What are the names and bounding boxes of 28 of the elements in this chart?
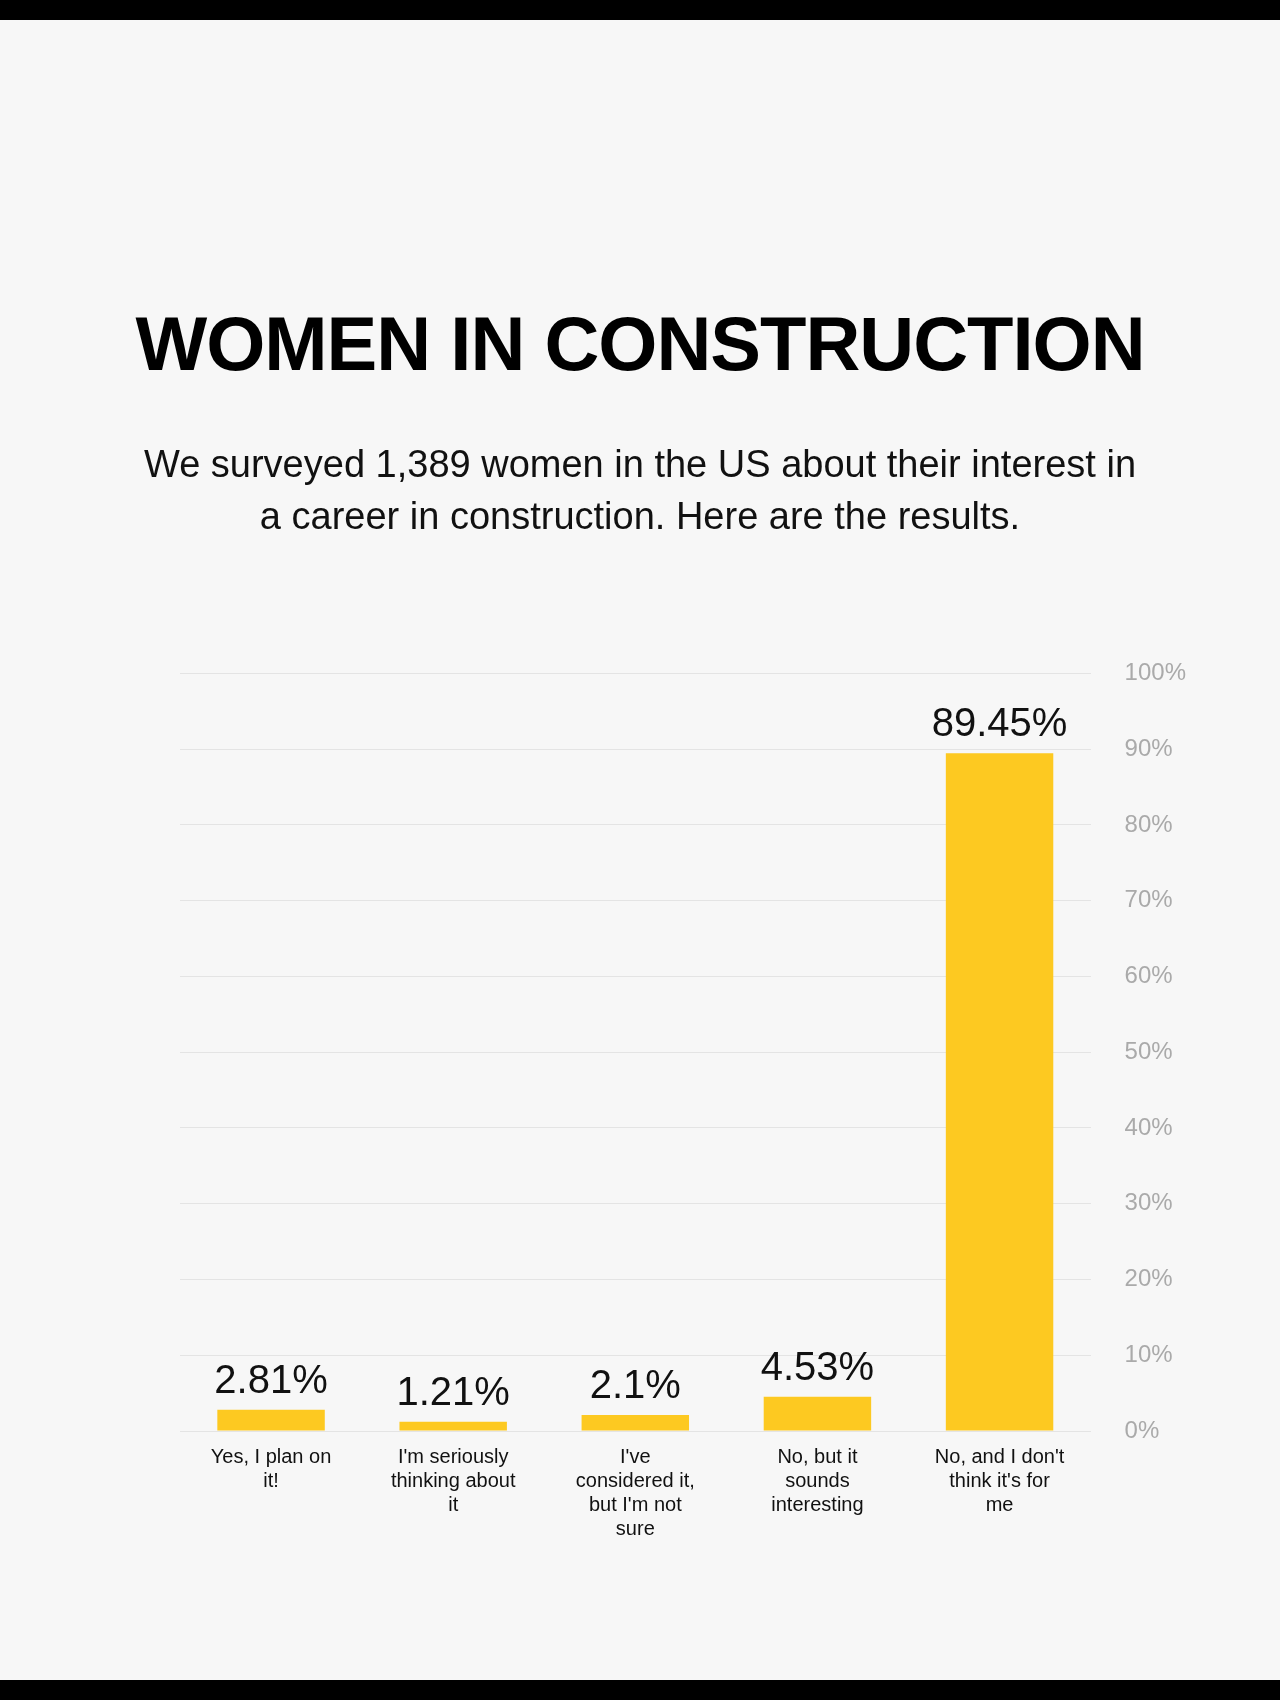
x-tick-label: I'm seriously thinking about it <box>390 1444 516 1515</box>
bar <box>763 1396 872 1431</box>
data-label: 89.45% <box>931 700 1068 745</box>
bar <box>217 1409 325 1431</box>
data-label: 2.1% <box>589 1362 681 1407</box>
bar <box>945 753 1054 1431</box>
y-tick-label: 10% <box>1124 1339 1173 1367</box>
data-label: 1.21% <box>396 1368 510 1413</box>
data-label: 2.81% <box>214 1356 328 1401</box>
x-tick-label: I've considered it, but I'm not sure <box>575 1444 695 1539</box>
y-tick-label: 90% <box>1124 733 1173 761</box>
data-label: 4.53% <box>760 1343 875 1388</box>
x-tick-label: No, but it sounds interesting <box>771 1444 864 1515</box>
y-tick-label: 50% <box>1124 1036 1173 1064</box>
y-tick-label: 40% <box>1124 1112 1173 1140</box>
chart-subtitle: We surveyed 1,389 women in the US about their interest in a career in construction. Here are the results. <box>142 442 1138 539</box>
y-tick-label: 70% <box>1124 885 1173 913</box>
y-tick-label: 60% <box>1124 961 1173 989</box>
bar <box>581 1415 690 1431</box>
y-tick-label: 100% <box>1124 658 1187 686</box>
y-tick-label: 30% <box>1124 1188 1173 1216</box>
y-tick-label: 80% <box>1124 809 1173 837</box>
y-tick-label: 0% <box>1124 1415 1160 1443</box>
chart-title: WOMEN IN CONSTRUCTION <box>134 300 1146 387</box>
x-tick-label: No, and I don't think it's for me <box>934 1444 1065 1515</box>
bar <box>399 1421 507 1431</box>
y-tick-label: 20% <box>1124 1264 1173 1292</box>
x-tick-label: Yes, I plan on it! <box>210 1444 332 1491</box>
